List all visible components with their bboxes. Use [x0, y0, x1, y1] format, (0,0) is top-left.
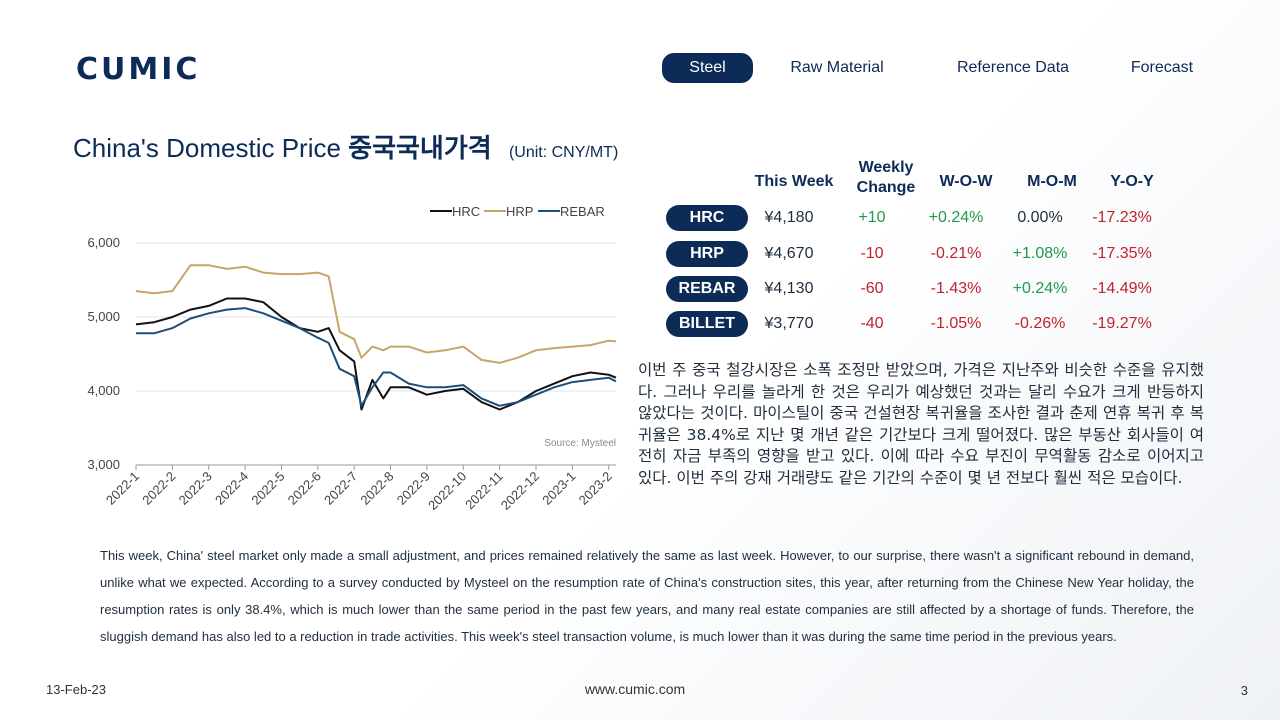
col-header-yoy: Y-O-Y [1110, 173, 1154, 190]
mom-value: 0.00% [1017, 209, 1063, 226]
yoy-value: -17.35% [1092, 245, 1152, 262]
this-week-value: ¥3,770 [764, 315, 814, 332]
chart-source-note: Source: Mysteel [544, 438, 616, 449]
table-row-rebar: REBAR ¥4,130 -60 -1.43% +0.24% -14.49% [660, 276, 1220, 302]
legend-label: HRC [452, 204, 480, 219]
series-line-hrp [135, 264, 617, 364]
weekly-change-value: +10 [858, 209, 886, 226]
col-header-mom: M-O-M [1027, 173, 1077, 190]
x-tick-label: 2022-11 [462, 469, 506, 513]
mom-value: -0.26% [1014, 315, 1066, 332]
table-row-billet: BILLET ¥3,770 -40 -1.05% -0.26% -19.27% [660, 311, 1220, 337]
this-week-value: ¥4,130 [764, 280, 814, 297]
this-week-value: ¥4,670 [764, 245, 814, 262]
footer-page-number: 3 [1240, 683, 1248, 698]
mom-value: +0.24% [1012, 280, 1068, 297]
x-tick-label: 2022-7 [321, 469, 360, 508]
y-tick-label: 3,000 [87, 457, 120, 472]
table-row-hrp: HRP ¥4,670 -10 -0.21% +1.08% -17.35% [660, 241, 1220, 267]
legend-label: HRP [506, 204, 533, 219]
y-tick-label: 6,000 [87, 235, 120, 250]
series-line-hrc [135, 297, 617, 411]
product-badge-hrp: HRP [666, 241, 748, 267]
x-tick-label: 2022-8 [357, 469, 396, 508]
commentary-english: This week, China' steel market only made… [100, 548, 1194, 644]
title-unit: (Unit: CNY/MT) [508, 144, 619, 161]
nav-tab-reference-data[interactable]: Reference Data [956, 59, 1070, 76]
this-week-value: ¥4,180 [764, 209, 814, 226]
title-en: China's Domestic Price [73, 133, 341, 163]
chart-svg: 3,0004,0005,0006,0002022-12022-22022-320… [87, 204, 617, 513]
x-tick-label: 2022-1 [103, 469, 142, 508]
commentary-korean: 이번 주 중국 철강시장은 소폭 조정만 받았으며, 가격은 지난주와 비슷한 … [638, 361, 1204, 487]
product-badge-billet: BILLET [666, 311, 748, 337]
col-header-this-week: This Week [754, 173, 834, 190]
yoy-value: -14.49% [1092, 280, 1152, 297]
col-header-weekly-change: Weekly Change [856, 159, 916, 196]
series-line-rebar [136, 307, 617, 407]
weekly-change-value: -40 [860, 315, 884, 332]
x-tick-label: 2022-10 [425, 469, 469, 513]
x-tick-label: 2022-2 [139, 469, 178, 508]
weekly-change-value: -60 [860, 280, 884, 297]
page-title: China's Domestic Price 중국국내가격 (Unit: CNY… [73, 128, 618, 165]
price-line-chart: 3,000 4,000 5,000 6,000 2022-1 2022-2 2022-3 20… [70, 195, 630, 530]
x-tick-label: 2022-5 [248, 469, 287, 508]
weekly-change-value: -10 [860, 245, 884, 262]
yoy-value: -17.23% [1092, 209, 1152, 226]
mom-value: +1.08% [1012, 245, 1068, 262]
col-header-wow: W-O-W [939, 173, 993, 190]
table-row-hrc: HRC ¥4,180 +10 +0.24% 0.00% -17.23% [660, 205, 1220, 231]
top-nav: Steel Raw Material Reference Data Foreca… [660, 53, 1220, 83]
wow-value: -0.21% [930, 245, 982, 262]
footer-website-link[interactable]: www.cumic.com [584, 681, 686, 697]
cumic-logo[interactable]: CUMIC [76, 52, 201, 87]
x-tick-label: 2022-6 [285, 469, 324, 508]
x-tick-label: 2023-2 [576, 469, 615, 508]
footer-date: 13-Feb-23 [46, 682, 106, 697]
product-badge-rebar: REBAR [666, 276, 748, 302]
wow-value: -1.43% [930, 280, 982, 297]
x-tick-label: 2023-1 [539, 469, 578, 508]
x-tick-label: 2022-4 [212, 469, 251, 508]
x-tick-label: 2022-3 [176, 469, 215, 508]
wow-value: -1.05% [930, 315, 982, 332]
yoy-value: -19.27% [1092, 315, 1152, 332]
y-tick-label: 4,000 [87, 383, 120, 398]
title-ko: 중국국내가격 [348, 133, 492, 163]
legend-label: REBAR [560, 204, 605, 219]
product-badge-hrc: HRC [666, 205, 748, 231]
nav-tab-raw-material[interactable]: Raw Material [790, 59, 884, 76]
wow-value: +0.24% [928, 209, 984, 226]
x-tick-label: 2022-12 [498, 469, 542, 513]
nav-tab-forecast[interactable]: Forecast [1130, 59, 1194, 76]
y-tick-label: 5,000 [87, 309, 120, 324]
nav-tab-steel[interactable]: Steel [662, 53, 753, 83]
